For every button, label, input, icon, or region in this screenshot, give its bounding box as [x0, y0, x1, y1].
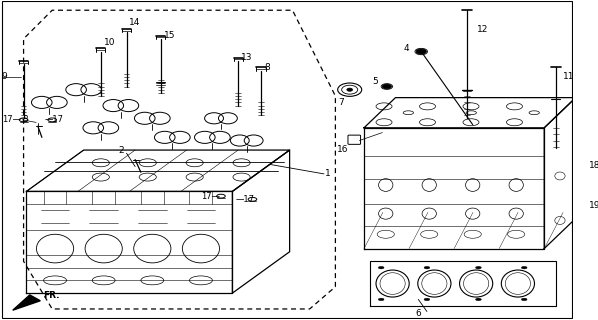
Text: 11: 11	[563, 72, 574, 82]
Text: 4: 4	[404, 44, 410, 53]
Text: 7: 7	[338, 98, 344, 107]
Polygon shape	[13, 295, 40, 310]
Ellipse shape	[424, 266, 430, 269]
Text: —17: —17	[45, 116, 64, 124]
Text: —17: —17	[235, 195, 254, 204]
Text: 1: 1	[325, 169, 331, 178]
Text: 12: 12	[477, 25, 489, 34]
Ellipse shape	[379, 298, 384, 301]
Ellipse shape	[475, 266, 481, 269]
Text: FR.: FR.	[44, 292, 60, 300]
FancyBboxPatch shape	[348, 135, 361, 144]
Text: 10: 10	[103, 37, 115, 46]
Text: 17—: 17—	[2, 116, 21, 124]
Text: 14: 14	[129, 19, 141, 28]
Ellipse shape	[347, 88, 353, 91]
Text: 5: 5	[373, 77, 379, 86]
Text: 19: 19	[589, 201, 598, 210]
Text: 9: 9	[2, 72, 8, 82]
Text: 18: 18	[589, 162, 598, 171]
Ellipse shape	[379, 266, 384, 269]
Ellipse shape	[382, 84, 392, 89]
Text: 13: 13	[241, 53, 252, 62]
Text: 8: 8	[264, 63, 270, 72]
Text: 16: 16	[337, 145, 348, 154]
Text: 3: 3	[23, 116, 28, 124]
Ellipse shape	[521, 266, 527, 269]
Ellipse shape	[475, 298, 481, 301]
Text: 17—: 17—	[201, 192, 220, 201]
Ellipse shape	[521, 298, 527, 301]
FancyBboxPatch shape	[577, 164, 587, 174]
Text: 15: 15	[164, 31, 175, 40]
Ellipse shape	[424, 298, 430, 301]
Ellipse shape	[416, 49, 426, 54]
Text: 6: 6	[416, 309, 421, 318]
Text: 2: 2	[118, 146, 124, 155]
